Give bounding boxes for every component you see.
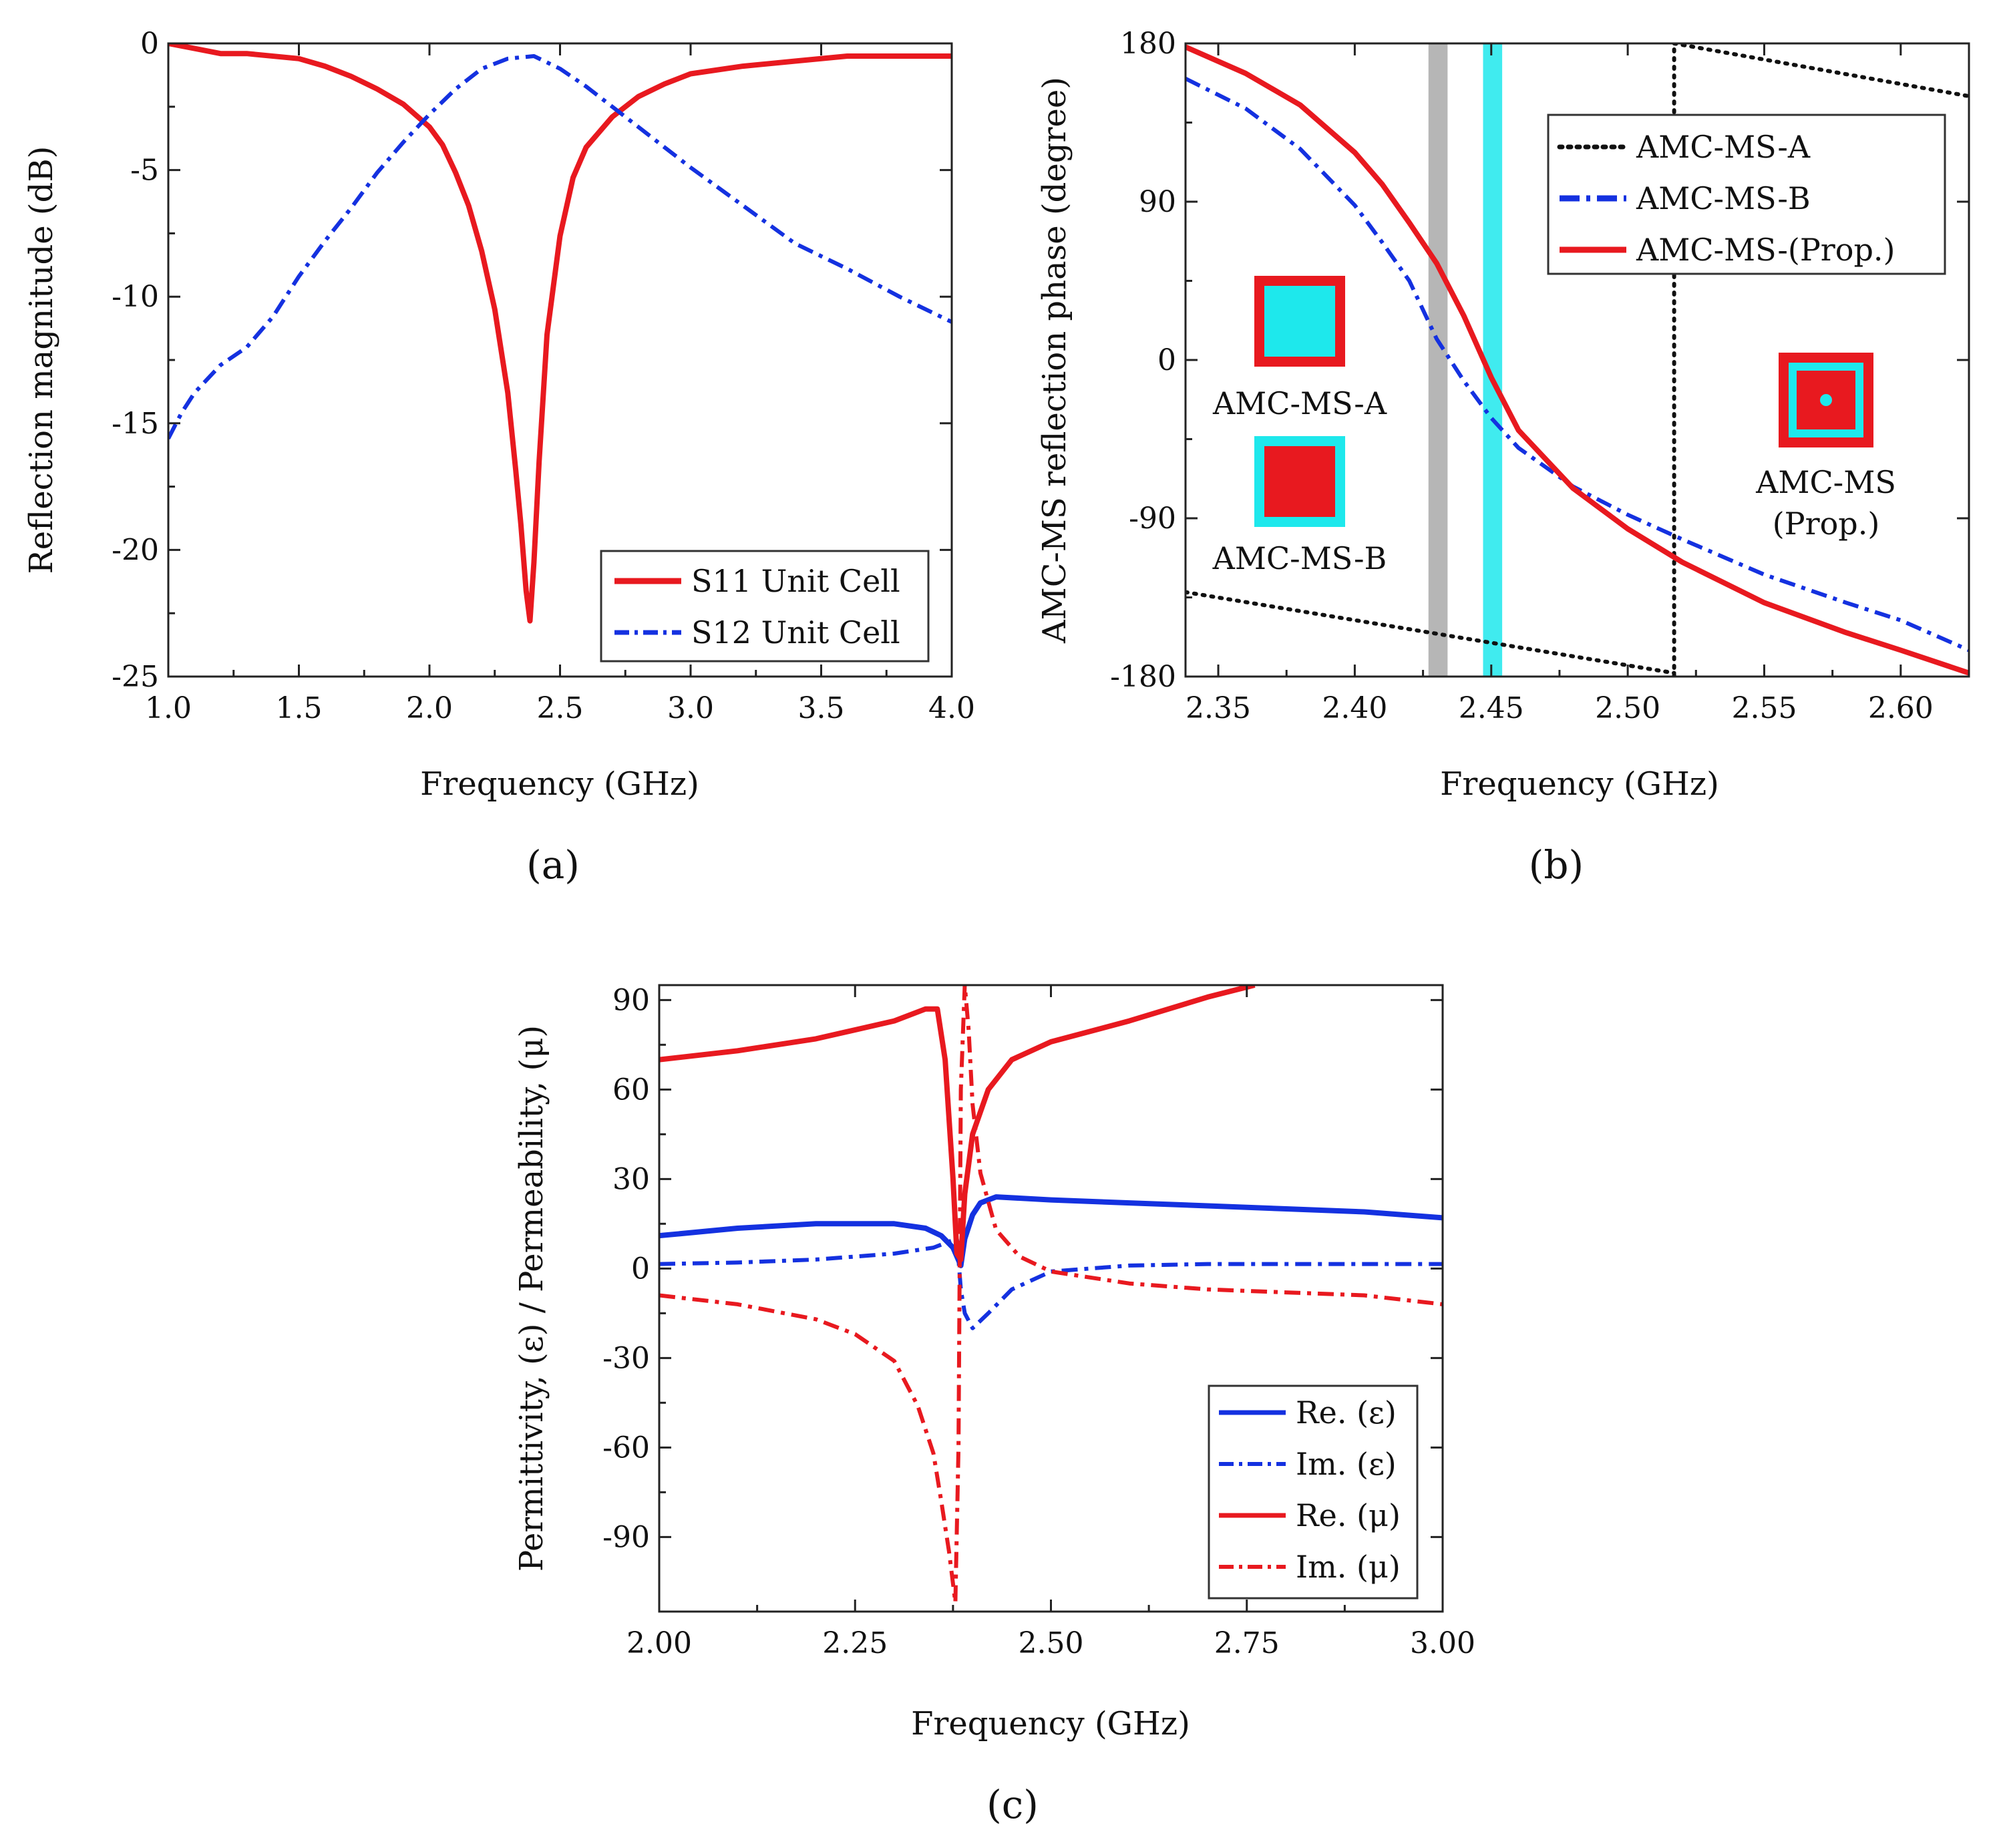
panel-a-ticks: 1.0 1.5 2.0 2.5 3.0 3.5 4.0 0 -5 -10 -15 -20 -25: [112, 27, 975, 725]
y-tick-label: -60: [602, 1431, 650, 1465]
legend-label-s11: S11 Unit Cell: [691, 563, 900, 599]
series-s11-unit-cell-line: [168, 43, 952, 624]
y-tick-label: 30: [612, 1162, 650, 1196]
panel-c-caption: (c): [986, 1782, 1039, 1827]
legend-label-amc-ms-a: AMC-MS-A: [1636, 129, 1811, 165]
x-tick-label: 2.40: [1322, 691, 1387, 725]
x-tick-label: 2.5: [537, 691, 584, 725]
legend-label-re-mu: Re. (μ): [1296, 1497, 1401, 1533]
panel-b: 2.35 2.40 2.45 2.50 2.55 2.60 180 90 0 -90 -180 Fr…: [1036, 27, 1970, 888]
legend-label-amc-ms-b: AMC-MS-B: [1636, 180, 1811, 216]
y-tick-label: -5: [130, 154, 159, 188]
panel-b-legend: AMC-MS-A AMC-MS-B AMC-MS-(Prop.): [1547, 114, 1946, 275]
x-tick-label: 4.0: [928, 691, 975, 725]
y-tick-label: 90: [1139, 185, 1176, 219]
series-re-line: [659, 985, 1256, 1262]
y-tick-label: 180: [1120, 27, 1176, 61]
inset-b-inner-patch: [1264, 446, 1335, 517]
panel-a-ylabel: Reflection magnitude (dB): [23, 146, 60, 574]
x-tick-label: 3.00: [1410, 1626, 1475, 1660]
panel-c-ylabel: Permittivity, (ε) / Permeability, (μ): [513, 1025, 550, 1572]
panel-c-xlabel: Frequency (GHz): [911, 1705, 1190, 1742]
y-tick-label: -20: [112, 533, 159, 567]
x-tick-label: 2.25: [822, 1626, 888, 1660]
panel-b-ticks: 2.35 2.40 2.45 2.50 2.55 2.60 180 90 0 -90 -180: [1110, 27, 1969, 725]
series-im-line: [659, 985, 1443, 1605]
x-tick-label: 2.55: [1731, 691, 1797, 725]
x-tick-label: 2.60: [1868, 691, 1934, 725]
y-tick-label: -30: [602, 1341, 650, 1375]
y-tick-label: -180: [1110, 660, 1176, 694]
legend-label-amc-ms-prop: AMC-MS-(Prop.): [1636, 232, 1895, 268]
panel-a-legend: S11 Unit Cell S12 Unit Cell: [600, 550, 930, 663]
panel-c-plot: [659, 985, 1443, 1605]
panel-b-insets: AMC-MS-A AMC-MS-B AMC-MS (Prop.): [1212, 276, 1896, 576]
y-tick-label: -90: [602, 1520, 650, 1554]
series-im-line: [659, 1236, 1443, 1330]
legend-label-im-eps: Im. (ε): [1296, 1446, 1397, 1482]
series-amc-ms-prop-line: [1186, 44, 1969, 676]
panel-b-plot: [1186, 43, 1969, 677]
x-tick-label: 2.50: [1019, 1626, 1084, 1660]
series-s12-unit-cell-line: [168, 54, 952, 439]
panel-b-caption: (b): [1529, 842, 1584, 888]
panel-b-xlabel: Frequency (GHz): [1440, 765, 1719, 803]
panel-a-legend-box: [600, 550, 930, 663]
y-tick-label: 60: [612, 1073, 650, 1107]
panel-a: 1.0 1.5 2.0 2.5 3.0 3.5 4.0 0 -5 -10 -15 -20 -25 Fre…: [23, 27, 975, 888]
inset-prop-center-dot: [1820, 394, 1832, 406]
y-tick-label: -15: [112, 407, 159, 441]
freq-band-0: [1428, 43, 1448, 677]
legend-label-s12: S12 Unit Cell: [691, 614, 900, 651]
panel-b-bands: [1428, 43, 1503, 677]
y-tick-label: -90: [1129, 502, 1176, 536]
inset-b-label: AMC-MS-B: [1212, 540, 1387, 576]
y-tick-label: -25: [112, 660, 159, 694]
series-amc-ms-b-line: [1186, 77, 1969, 653]
x-tick-label: 2.75: [1214, 1626, 1280, 1660]
x-tick-label: 3.0: [667, 691, 714, 725]
x-tick-label: 2.0: [406, 691, 453, 725]
legend-label-im-mu: Im. (μ): [1296, 1549, 1401, 1585]
series-re-line: [659, 1194, 1443, 1268]
y-tick-label: -10: [112, 280, 159, 314]
panel-c-legend: Re. (ε) Im. (ε) Re. (μ) Im. (μ): [1208, 1384, 1419, 1600]
panel-a-xlabel: Frequency (GHz): [420, 765, 699, 803]
x-tick-label: 3.5: [798, 691, 845, 725]
panel-a-caption: (a): [526, 842, 580, 888]
inset-unit-cell-a: AMC-MS-A: [1212, 276, 1387, 421]
x-tick-label: 1.0: [145, 691, 192, 725]
y-tick-label: 0: [1157, 343, 1176, 377]
y-tick-label: 0: [631, 1252, 650, 1286]
x-tick-label: 2.45: [1459, 691, 1524, 725]
panel-c: 2.00 2.25 2.50 2.75 3.00 90 60 30 0 -30 -60 -90 Fre…: [513, 983, 1475, 1827]
inset-unit-cell-prop: AMC-MS (Prop.): [1755, 353, 1896, 542]
inset-prop-label-line1: AMC-MS: [1755, 464, 1896, 500]
y-tick-label: 90: [612, 983, 650, 1017]
panel-a-plot: [168, 43, 952, 624]
legend-label-re-eps: Re. (ε): [1296, 1395, 1397, 1431]
x-tick-label: 2.50: [1595, 691, 1660, 725]
panel-c-legend-box: [1208, 1384, 1419, 1600]
x-tick-label: 1.5: [276, 691, 323, 725]
inset-unit-cell-b: AMC-MS-B: [1212, 436, 1387, 576]
x-tick-label: 2.35: [1186, 691, 1251, 725]
inset-prop-label-line2: (Prop.): [1773, 506, 1880, 542]
panel-c-ticks: 2.00 2.25 2.50 2.75 3.00 90 60 30 0 -30 -60 -90: [602, 983, 1475, 1660]
inset-a-inner-patch: [1264, 286, 1335, 357]
x-tick-label: 2.00: [626, 1626, 692, 1660]
y-tick-label: 0: [140, 27, 159, 61]
inset-a-label: AMC-MS-A: [1212, 385, 1387, 421]
panel-b-ylabel: AMC-MS reflection phase (degree): [1036, 77, 1073, 644]
series-amc-ms-a-line: [1186, 43, 1969, 677]
